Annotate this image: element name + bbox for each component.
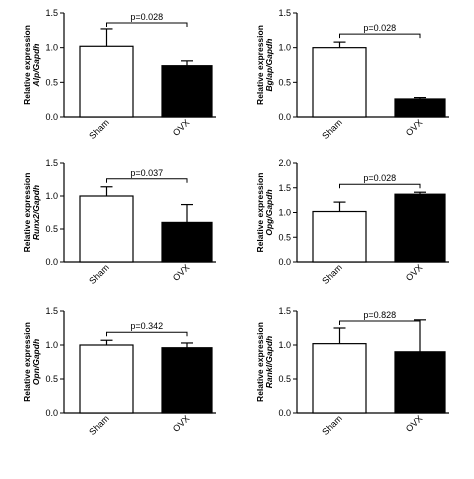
annotation: p=0.028	[363, 173, 396, 183]
bar	[394, 351, 446, 414]
significance-bracket	[106, 331, 188, 337]
x-tick-label: Sham	[320, 117, 344, 141]
y-tick-label: 1.0	[45, 191, 58, 201]
x-tick-label: Sham	[320, 413, 344, 437]
y-tick-label: 0.5	[45, 224, 58, 234]
y-tick-label: 0.5	[45, 77, 58, 87]
y-axis-label-gene: Rankl/Gapdh	[264, 336, 274, 388]
y-axis-label: Relative expression	[255, 25, 265, 105]
y-tick-label: 1.0	[45, 43, 58, 53]
y-tick-label: 1.5	[45, 306, 58, 316]
annotation: p=0.028	[363, 23, 396, 33]
panel: 0.0 0.5 1.0 1.5 Relative expression Alp/Gapdh…	[22, 8, 216, 141]
y-tick-label: 0.5	[278, 77, 291, 87]
panel: 0.0 0.5 1.0 1.5 Relative expression Runx2/Gap…	[22, 158, 216, 286]
x-tick-label: Sham	[87, 117, 111, 141]
y-axis-label: Relative expression	[22, 322, 32, 402]
y-axis-label-gene: Opg/Gapdh	[264, 189, 274, 235]
y-tick-label: 1.5	[278, 306, 291, 316]
bar	[312, 47, 367, 118]
significance-bracket	[339, 33, 421, 39]
x-tick-label: Sham	[87, 262, 111, 286]
bar	[79, 344, 134, 414]
annotation: p=0.342	[130, 321, 163, 331]
y-tick-label: 1.5	[278, 183, 291, 193]
y-tick-label: 0.5	[278, 374, 291, 384]
y-tick-label: 1.0	[45, 340, 58, 350]
y-tick-label: 1.0	[278, 43, 291, 53]
bar	[161, 221, 213, 263]
y-tick-label: 1.5	[45, 8, 58, 18]
y-tick-label: 2.0	[278, 158, 291, 168]
y-tick-label: 0.0	[45, 112, 58, 122]
y-tick-label: 0.0	[45, 257, 58, 267]
significance-bracket	[339, 183, 421, 189]
y-tick-label: 0.0	[278, 112, 291, 122]
y-tick-label: 1.0	[278, 208, 291, 218]
x-tick-label: OVX	[171, 413, 192, 434]
x-tick-label: OVX	[404, 262, 425, 283]
bar	[312, 210, 367, 263]
x-tick-label: Sham	[87, 413, 111, 437]
panel: 0.0 0.5 1.0 1.5 Relative expression Bglap/Gap…	[255, 8, 449, 141]
y-axis-label: Relative expression	[22, 25, 32, 105]
significance-bracket	[339, 320, 421, 325]
y-tick-label: 0.5	[45, 374, 58, 384]
bar	[161, 347, 213, 414]
y-tick-label: 0.0	[45, 408, 58, 418]
y-axis-label-gene: Alp/Gapdh	[31, 44, 41, 88]
bar	[161, 65, 213, 118]
y-axis-label: Relative expression	[255, 173, 265, 253]
y-axis-label: Relative expression	[255, 322, 265, 402]
y-tick-label: 1.0	[278, 340, 291, 350]
panel: 0.0 0.5 1.0 1.5 Relative expression Rankl/Gap…	[255, 306, 449, 437]
y-axis-label: Relative expression	[22, 173, 32, 253]
bar	[394, 193, 446, 263]
annotation: p=0.028	[130, 12, 163, 22]
significance-bracket	[106, 22, 188, 27]
y-tick-label: 1.5	[45, 158, 58, 168]
x-tick-label: OVX	[171, 117, 192, 138]
annotation: p=0.828	[363, 310, 396, 320]
panel: 0.0 0.5 1.0 1.5 2.0 Relative expression Opg/Ga…	[255, 158, 449, 286]
x-tick-label: OVX	[404, 117, 425, 138]
x-tick-label: Sham	[320, 262, 344, 286]
y-tick-label: 0.5	[278, 232, 291, 242]
bar	[79, 195, 134, 263]
bar	[79, 45, 134, 118]
bar	[312, 343, 367, 414]
y-axis-label-gene: Opn/Gapdh	[31, 339, 41, 385]
x-tick-label: OVX	[171, 262, 192, 283]
y-tick-label: 1.5	[278, 8, 291, 18]
y-axis-label-gene: Runx2/Gapdh	[31, 185, 41, 240]
x-tick-label: OVX	[404, 413, 425, 434]
significance-bracket	[106, 178, 188, 183]
annotation: p=0.037	[130, 168, 163, 178]
y-tick-label: 0.0	[278, 408, 291, 418]
y-axis-label-gene: Bglap/Gapdh	[264, 39, 274, 92]
bar	[394, 98, 446, 118]
panel: 0.0 0.5 1.0 1.5 Relative expression Opn/Gapdh…	[22, 306, 216, 437]
y-tick-label: 0.0	[278, 257, 291, 267]
